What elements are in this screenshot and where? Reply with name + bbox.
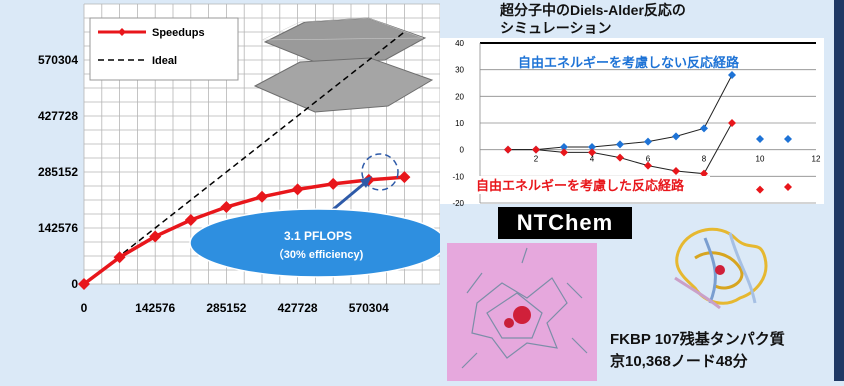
legend-box xyxy=(89,17,239,81)
speedup-y-tick: 142576 xyxy=(38,221,78,235)
energy-point xyxy=(728,119,736,127)
speedup-y-tick: 427728 xyxy=(38,109,78,123)
energy-point xyxy=(532,145,540,154)
supramolecule-image xyxy=(447,243,597,381)
energy-tick-labels: 40 30 20 10 0 -10 -20 2 4 6 8 10 12 xyxy=(452,39,821,208)
speedup-tick-labels: 570304 427728 285152 142576 00 142576 285152 42… xyxy=(38,53,389,315)
energy-x-tick: 2 xyxy=(534,155,539,164)
callout-line1: 3.1 PFLOPS xyxy=(284,229,352,243)
energy-point xyxy=(644,161,652,170)
right-chart-title-line2: シミュレーション xyxy=(500,20,612,36)
speedups-point xyxy=(327,177,340,190)
speedup-x-tick: 142576 xyxy=(135,301,175,315)
energy-x-tick: 12 xyxy=(812,155,821,164)
speedup-chart: 570304 427728 285152 142576 00 142576 285152 42… xyxy=(38,3,447,315)
speedups-point xyxy=(398,171,411,184)
fkbp-protein-image xyxy=(660,208,782,326)
speedups-point xyxy=(78,278,90,290)
speedup-x-tick: 285152 xyxy=(206,301,246,315)
energy-point xyxy=(700,124,708,133)
speedup-y-tick: 285152 xyxy=(38,165,78,179)
energy-x-tick: 6 xyxy=(646,155,651,164)
speedup-chart-panel: 570304 427728 285152 142576 0 0 142576 285152 42… xyxy=(38,3,447,315)
energy-label-red: 自由エネルギーを考慮した反応経路 xyxy=(476,178,685,193)
energy-x-tick: 10 xyxy=(756,155,765,164)
speedups-point xyxy=(113,251,126,264)
energy-y-tick: 20 xyxy=(455,92,464,101)
callout-line2: （30% efficiency) xyxy=(273,248,364,261)
right-chart-title-line1: 超分子中のDiels-Alder反応の xyxy=(500,2,686,18)
speedups-line xyxy=(82,175,405,286)
speedup-x-tick: 570304 xyxy=(349,301,389,315)
energy-label-red-bg xyxy=(474,176,710,194)
energy-y-tick: -10 xyxy=(452,172,464,181)
fkbp-caption-line2: 京10,368ノード48分 xyxy=(610,353,748,370)
energy-point xyxy=(560,148,568,157)
legend-ideal-label: Ideal xyxy=(152,55,177,67)
energy-y-tick: 30 xyxy=(455,66,464,75)
fkbp-caption-line1: FKBP 107残基タンパク質 xyxy=(610,331,785,348)
speedup-x-tick: 427728 xyxy=(278,301,318,315)
pflops-callout: 3.1 PFLOPS （30% efficiency) xyxy=(189,153,447,278)
energy-point xyxy=(644,137,652,146)
speedup-series-layer xyxy=(78,32,411,290)
speedups-point xyxy=(184,213,197,226)
energy-point xyxy=(756,185,764,194)
speedup-legend: Speedups Ideal xyxy=(89,17,239,81)
ntchem-label: NTChem xyxy=(498,207,632,239)
energy-point xyxy=(560,143,568,151)
speedups-point xyxy=(220,201,233,214)
energy-point xyxy=(616,153,624,162)
speedups-point xyxy=(291,183,304,196)
speedup-y-tick: 570304 xyxy=(38,53,78,67)
callout-highlight-circle xyxy=(361,153,399,191)
speedup-x-tick: 0 xyxy=(81,301,88,315)
energy-point xyxy=(588,143,596,151)
graphene-sheets-illustration xyxy=(253,17,434,113)
energy-point xyxy=(672,132,680,141)
energy-y-tick: -20 xyxy=(452,199,464,208)
speedups-point xyxy=(149,230,162,243)
energy-point xyxy=(672,167,680,175)
ideal-line xyxy=(83,32,405,285)
energy-point xyxy=(756,135,764,143)
speedup-y-tick: 0 xyxy=(71,277,78,291)
energy-y-tick: 10 xyxy=(455,119,464,128)
energy-chart-panel: 40 30 20 10 0 -10 -20 2 4 6 8 10 12 自由エネルギーを考慮しない反応経… xyxy=(440,0,834,381)
energy-label-blue: 自由エネルギーを考慮しない反応経路 xyxy=(518,55,740,70)
energy-chart: 40 30 20 10 0 -10 -20 2 4 6 8 10 12 自由エネルギーを考慮しない反応経… xyxy=(440,38,824,208)
callout-arrowhead xyxy=(360,176,372,188)
energy-point xyxy=(588,148,596,157)
energy-x-tick: 4 xyxy=(590,155,595,164)
energy-point xyxy=(784,135,792,143)
right-frame-border xyxy=(834,0,844,381)
energy-y-tick: 0 xyxy=(460,146,465,155)
energy-point xyxy=(728,71,736,79)
speedups-point xyxy=(256,190,268,203)
callout-ellipse xyxy=(189,208,447,278)
energy-x-tick: 8 xyxy=(702,155,707,164)
energy-series-layer xyxy=(504,71,792,194)
energy-point xyxy=(784,183,792,191)
energy-point xyxy=(616,140,624,149)
energy-point xyxy=(700,169,708,178)
energy-y-tick: 40 xyxy=(455,39,464,48)
energy-point xyxy=(504,145,512,154)
fkbp-caption: FKBP 107残基タンパク質 京10,368ノード48分 xyxy=(610,329,785,373)
legend-speedups-label: Speedups xyxy=(152,27,205,39)
legend-speedups-marker xyxy=(118,28,126,36)
